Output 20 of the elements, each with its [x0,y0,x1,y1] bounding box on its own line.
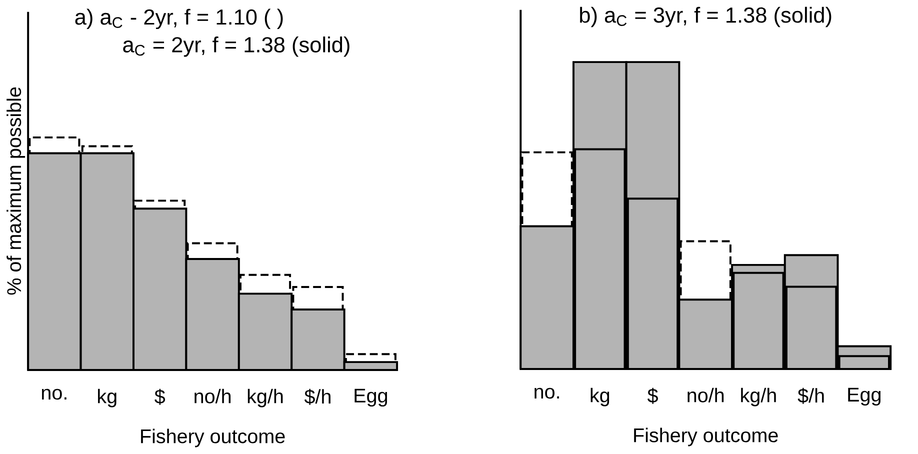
chart-subtitle: a$_{C}$ = 2yr, f = 1.38 (solid) [123,36,350,57]
x-tick-label: $ [154,388,166,405]
x-axis-title: Fishery outcome [634,428,778,446]
y-axis-title: % of maximum possible [6,87,26,295]
x-tick-label: no/h [688,388,724,402]
x-tick-label: $ [647,388,658,404]
chart-title: a) a$_{C}$ - 2yr, f = 1.10 ( ) [75,8,283,30]
x-tick-label: kg/h [248,388,283,408]
x-axis-title: Fishery outcome [141,428,285,448]
x-tick-label: kg [98,388,116,408]
x-tick-label: kg/h [741,388,776,406]
chart-title: b) a$_{C}$ = 3yr, f = 1.38 (solid) [580,6,832,28]
x-tick-label: Egg [354,388,388,407]
x-tick-label: Egg [848,388,880,406]
x-tick-label: $/h [798,388,824,404]
x-tick-label: no/h [194,388,231,404]
x-tick-label: $/h [304,388,330,405]
x-tick-label: no. [534,388,559,399]
x-tick-label: no. [42,388,66,400]
x-tick-label: kg [590,388,610,406]
